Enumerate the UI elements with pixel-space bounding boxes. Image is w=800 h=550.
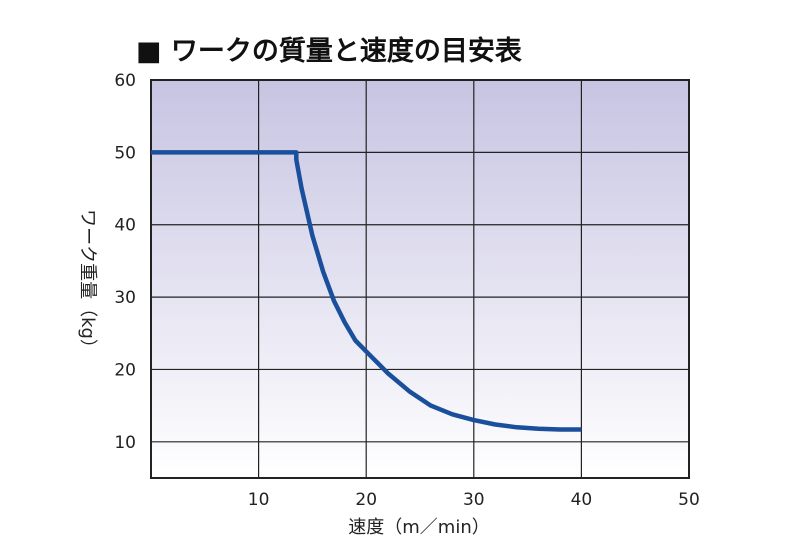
chart-title: ■ ワークの質量と速度の目安表 [136, 35, 522, 67]
x-axis-label: 速度（m／min） [348, 517, 489, 538]
grid [151, 80, 689, 478]
y-axis-ticks: 10 20 30 40 50 60 [114, 71, 136, 453]
y-axis-label: ワーク重量（kg） [77, 209, 98, 357]
plot-area [151, 80, 689, 478]
x-tick-label: 10 [248, 490, 270, 510]
x-tick-label: 40 [571, 490, 593, 510]
y-tick-label: 10 [114, 433, 136, 453]
x-axis-ticks: 10 20 30 40 50 [248, 490, 700, 510]
y-tick-label: 30 [114, 288, 136, 308]
plot-frame [150, 79, 690, 479]
y-tick-label: 40 [114, 216, 136, 236]
x-tick-label: 50 [678, 490, 700, 510]
x-tick-label: 20 [355, 490, 377, 510]
y-tick-label: 20 [114, 360, 136, 380]
series-line [151, 150, 582, 432]
y-tick-label: 60 [114, 71, 136, 91]
series-layer [151, 150, 582, 432]
y-tick-label: 50 [114, 143, 136, 163]
x-tick-label: 30 [463, 490, 485, 510]
